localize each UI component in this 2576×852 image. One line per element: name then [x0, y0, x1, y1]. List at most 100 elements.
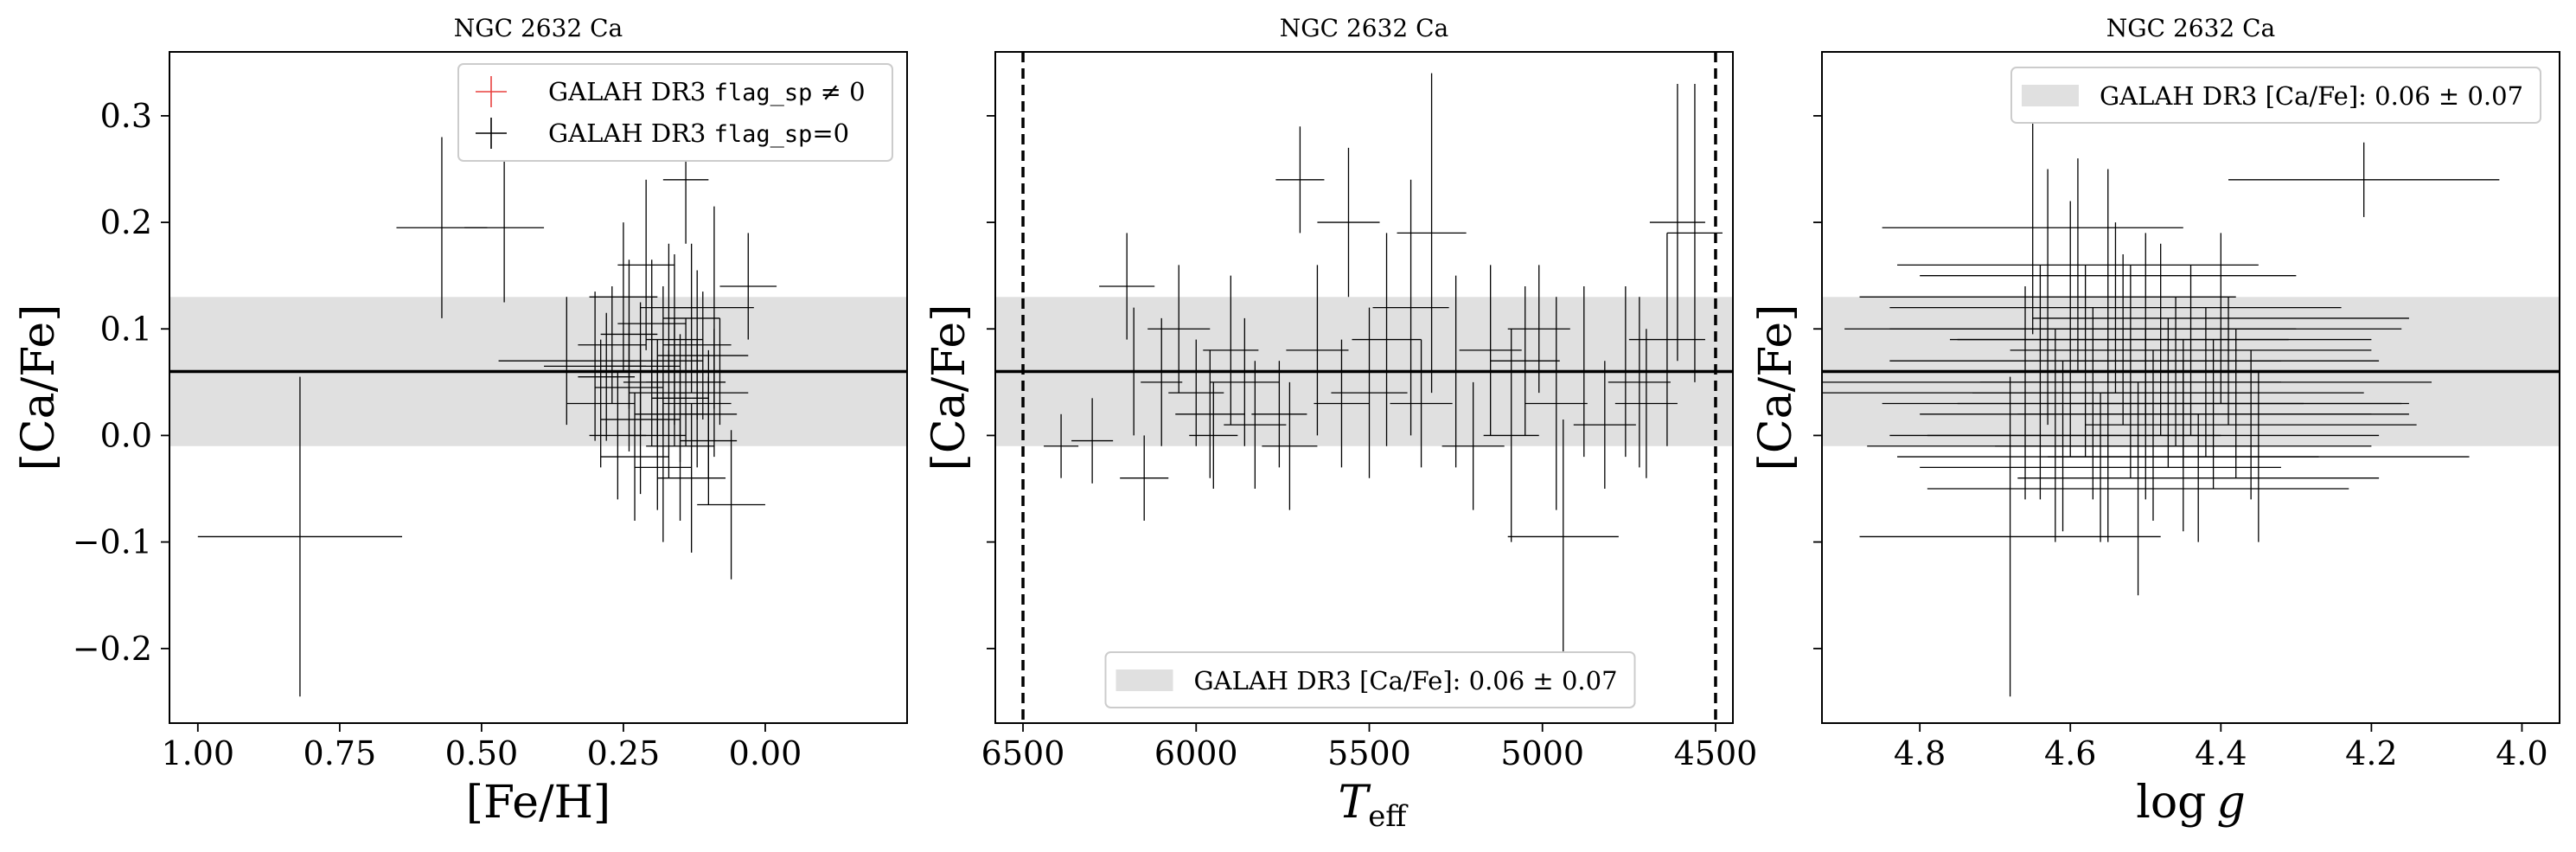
- x-axis-label: log g: [2136, 777, 2246, 829]
- data-point: [617, 179, 674, 350]
- y-tick-label: 0.2: [100, 203, 152, 241]
- data-point: [1666, 83, 1723, 382]
- legend-band-swatch: [1115, 669, 1173, 691]
- data-point: [1314, 339, 1370, 468]
- data-point: [1168, 339, 1224, 446]
- x-tick-label: 5000: [1500, 734, 1584, 772]
- data-point: [1859, 376, 2161, 697]
- data-point: [1251, 361, 1307, 468]
- data-point: [629, 361, 687, 510]
- legend: GALAH DR3 flag_sp ≠ 0 GALAH DR3 flag_sp=0: [457, 63, 893, 162]
- data-point: [662, 270, 732, 420]
- data-point: [1331, 307, 1408, 478]
- data-point: [1390, 339, 1453, 468]
- data-point: [1649, 83, 1705, 362]
- x-tick-label: 6000: [1154, 734, 1238, 772]
- data-point: [1920, 393, 2281, 542]
- y-tick-label: −0.1: [73, 523, 152, 561]
- panel-2: 6500 6000 5500 5000 4500 NGC 2632 Ca [Ca/Fe] Te…: [924, 14, 1757, 834]
- x-tick-label: 0.75: [304, 734, 377, 772]
- legend-box: [457, 63, 893, 162]
- data-point: [651, 334, 709, 463]
- data-point: [2085, 349, 2417, 500]
- data-point: [662, 243, 720, 394]
- legend-box: [1104, 651, 1636, 708]
- data-point: [1120, 435, 1169, 521]
- data-point: [640, 243, 698, 372]
- data-point: [2032, 233, 2409, 404]
- data-point: [1141, 317, 1183, 446]
- data-point: [1957, 254, 2289, 426]
- data-point: [1071, 398, 1114, 484]
- data-point: [578, 312, 636, 441]
- x-tick-label: 6500: [981, 734, 1065, 772]
- data-point: [2017, 413, 2380, 542]
- data-point: [1822, 265, 2281, 500]
- data-point: [600, 302, 681, 431]
- legend-entry: GALAH DR3 [Ca/Fe]: 0.06 ± 0.07: [1194, 666, 1618, 695]
- data-point: [1483, 329, 1539, 542]
- data-points: [1822, 121, 2500, 697]
- y-tick-label: 0.1: [100, 310, 152, 348]
- plot-frame: [169, 51, 908, 724]
- data-point: [1927, 381, 2349, 596]
- data-point: [1044, 413, 1079, 478]
- panel-title: NGC 2632 Ca: [454, 14, 623, 42]
- x-tick-label: 4.8: [1894, 734, 1946, 772]
- legend-entry: GALAH DR3 flag_sp ≠ 0: [548, 77, 866, 106]
- panel-title: NGC 2632 Ca: [2106, 14, 2275, 42]
- x-tick-label: 1.00: [162, 734, 235, 772]
- plot-frame: [994, 51, 1734, 724]
- data-points: [1044, 73, 1723, 654]
- panel-3: 4.8 4.6 4.4 4.2 4.0 NGC 2632 Ca [Ca/Fe] log g GAL…: [1750, 14, 2560, 829]
- y-tick-label: −0.2: [73, 630, 152, 668]
- legend-band-swatch: [2022, 85, 2079, 106]
- y-tick-label: 0.3: [100, 97, 152, 135]
- legend: GALAH DR3 [Ca/Fe]: 0.06 ± 0.07: [1104, 651, 1636, 708]
- data-point: [2017, 339, 2409, 490]
- data-point: [2228, 142, 2500, 217]
- legend: GALAH DR3 [Ca/Fe]: 0.06 ± 0.07: [2010, 67, 2541, 124]
- data-point: [1920, 169, 2297, 382]
- data-point: [197, 376, 403, 697]
- x-tick-label: 4.4: [2195, 734, 2247, 772]
- data-point: [1286, 265, 1349, 436]
- data-point: [1889, 233, 2402, 426]
- y-axis-label: [Ca/Fe]: [1750, 304, 1802, 471]
- data-point: [1372, 179, 1449, 436]
- data-point: [1507, 419, 1619, 654]
- data-point: [1897, 371, 2319, 542]
- data-point: [1608, 297, 1671, 468]
- data-point: [680, 329, 749, 458]
- data-point: [578, 285, 647, 404]
- data-point: [1262, 381, 1318, 510]
- panel-title: NGC 2632 Ca: [1280, 14, 1448, 42]
- data-point: [1210, 317, 1280, 446]
- data-point: [635, 393, 692, 542]
- x-tick-label: 4.6: [2044, 734, 2096, 772]
- data-points: [197, 115, 777, 697]
- data-point: [1882, 121, 2183, 335]
- y-tick-label: 0.0: [100, 416, 152, 454]
- data-point: [1490, 285, 1560, 436]
- y-axis-label: [Ca/Fe]: [924, 304, 975, 471]
- data-point: [1441, 381, 1505, 510]
- data-point: [1189, 381, 1238, 490]
- data-point: [1525, 297, 1588, 510]
- x-tick-label: 4.2: [2345, 734, 2397, 772]
- data-point: [1889, 222, 2342, 394]
- x-tick-label: 0.00: [729, 734, 802, 772]
- data-point: [1275, 126, 1325, 234]
- data-point: [1397, 73, 1467, 394]
- plot-frame: [1821, 51, 2560, 724]
- x-axis-label: [Fe/H]: [466, 777, 610, 829]
- x-tick-label: 4500: [1674, 734, 1758, 772]
- data-point: [1352, 233, 1422, 446]
- data-point: [1927, 349, 2380, 521]
- x-tick-label: 5500: [1327, 734, 1411, 772]
- data-point: [589, 222, 658, 372]
- x-tick-label: 0.25: [587, 734, 661, 772]
- data-point: [1897, 158, 2259, 372]
- legend-entry: GALAH DR3 [Ca/Fe]: 0.06 ± 0.07: [2100, 81, 2523, 111]
